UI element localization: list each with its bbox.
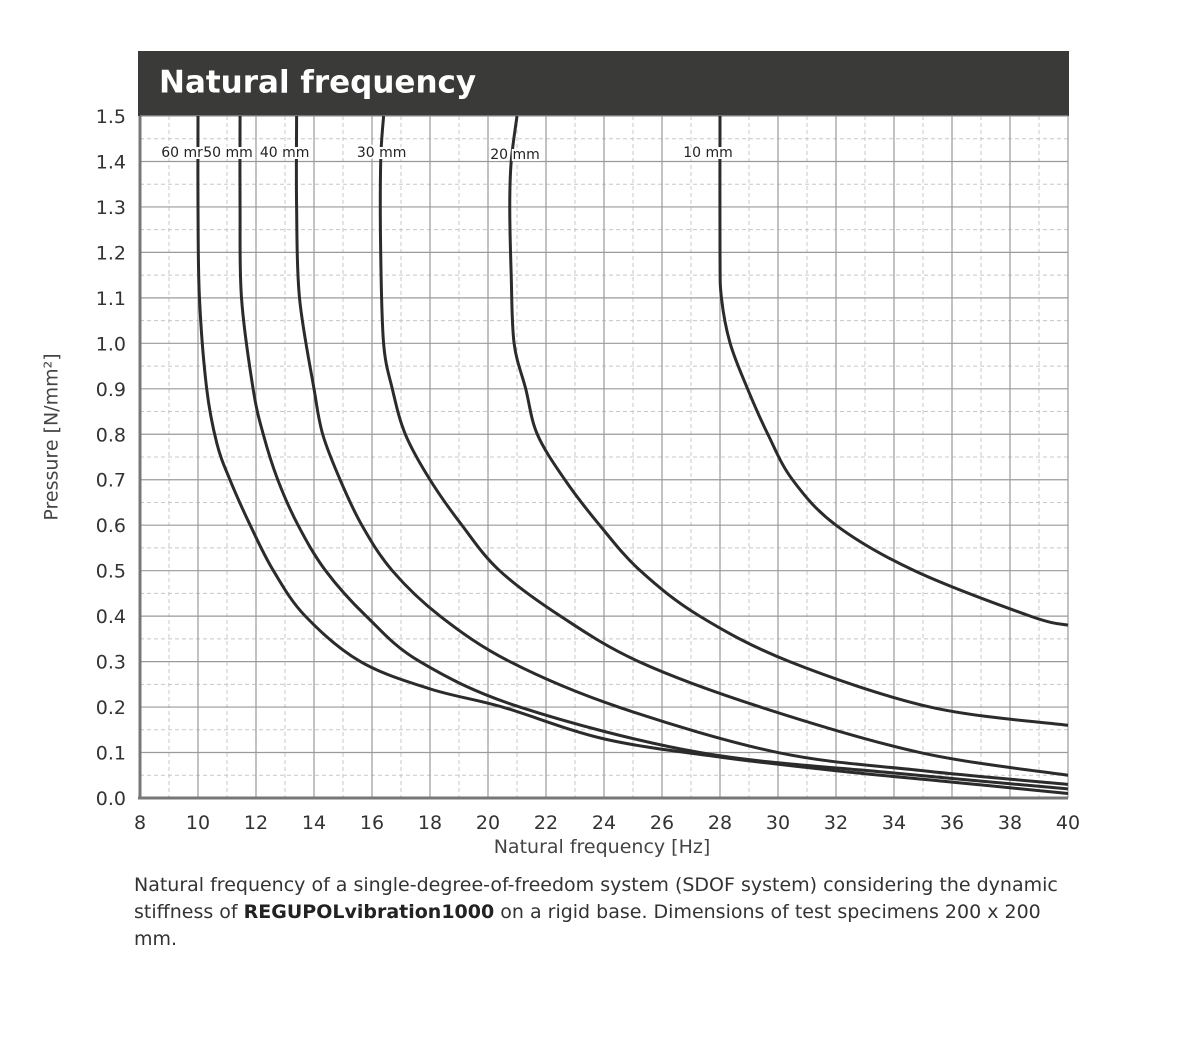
chart: Natural frequency Natural frequency [Hz]… [41, 51, 1080, 858]
x-tick-label: 18 [418, 812, 442, 834]
chart-title: Natural frequency [159, 65, 476, 101]
y-tick-label: 0.1 [96, 743, 126, 765]
x-tick-label: 8 [134, 812, 146, 834]
y-tick-label: 0.0 [96, 788, 126, 810]
caption-text: Natural frequency of a single-degree-of-… [134, 874, 1058, 923]
x-tick-label: 30 [766, 812, 790, 834]
series-label: 30 mm [357, 145, 407, 161]
y-tick-label: 1.2 [96, 242, 126, 264]
y-tick-label: 1.5 [96, 106, 126, 128]
x-tick-label: 38 [998, 812, 1022, 834]
y-tick-label: 1.1 [96, 288, 126, 310]
series-label: 10 mm [683, 145, 733, 161]
y-axis-label: Pressure [N/mm²] [41, 353, 63, 520]
title-band [138, 51, 1069, 116]
y-tick-label: 0.9 [96, 379, 126, 401]
x-tick-label: 34 [882, 812, 906, 834]
x-tick-label: 32 [824, 812, 848, 834]
series-line [238, 115, 1069, 791]
y-tick-label: 0.3 [96, 652, 126, 674]
y-tick-label: 0.8 [96, 424, 126, 446]
x-tick-label: 40 [1056, 812, 1080, 834]
y-tick-label: 0.4 [96, 606, 126, 628]
x-tick-label: 16 [360, 812, 384, 834]
series-line [294, 115, 1069, 786]
series-label: 60 mm [161, 145, 211, 161]
y-tick-label: 0.6 [96, 515, 126, 537]
caption-product: REGUPOLvibration1000 [243, 901, 495, 923]
x-tick-label: 36 [940, 812, 964, 834]
series-line [718, 115, 1069, 627]
y-tick-label: 1.0 [96, 333, 126, 355]
series-line [196, 115, 1069, 795]
y-tick-label: 0.5 [96, 561, 126, 583]
series-label: 20 mm [490, 147, 540, 163]
x-tick-label: 28 [708, 812, 732, 834]
x-axis-label: Natural frequency [Hz] [494, 836, 711, 858]
x-tick-label: 20 [476, 812, 500, 834]
y-tick-label: 0.7 [96, 470, 126, 492]
x-tick-label: 24 [592, 812, 616, 834]
x-tick-label: 12 [244, 812, 268, 834]
series-line [378, 115, 1069, 777]
series-line [508, 115, 1069, 727]
x-tick-label: 10 [186, 812, 210, 834]
caption-text: on a rigid base. Dimensions of test spec… [134, 901, 1041, 950]
series-label: 50 mm [203, 145, 253, 161]
series-label: 40 mm [260, 145, 310, 161]
x-tick-label: 26 [650, 812, 674, 834]
y-tick-label: 1.3 [96, 197, 126, 219]
x-tick-label: 14 [302, 812, 326, 834]
caption: Natural frequency of a single-degree-of-… [134, 872, 1074, 953]
x-tick-label: 22 [534, 812, 558, 834]
y-tick-label: 1.4 [96, 151, 126, 173]
y-tick-label: 0.2 [96, 697, 126, 719]
